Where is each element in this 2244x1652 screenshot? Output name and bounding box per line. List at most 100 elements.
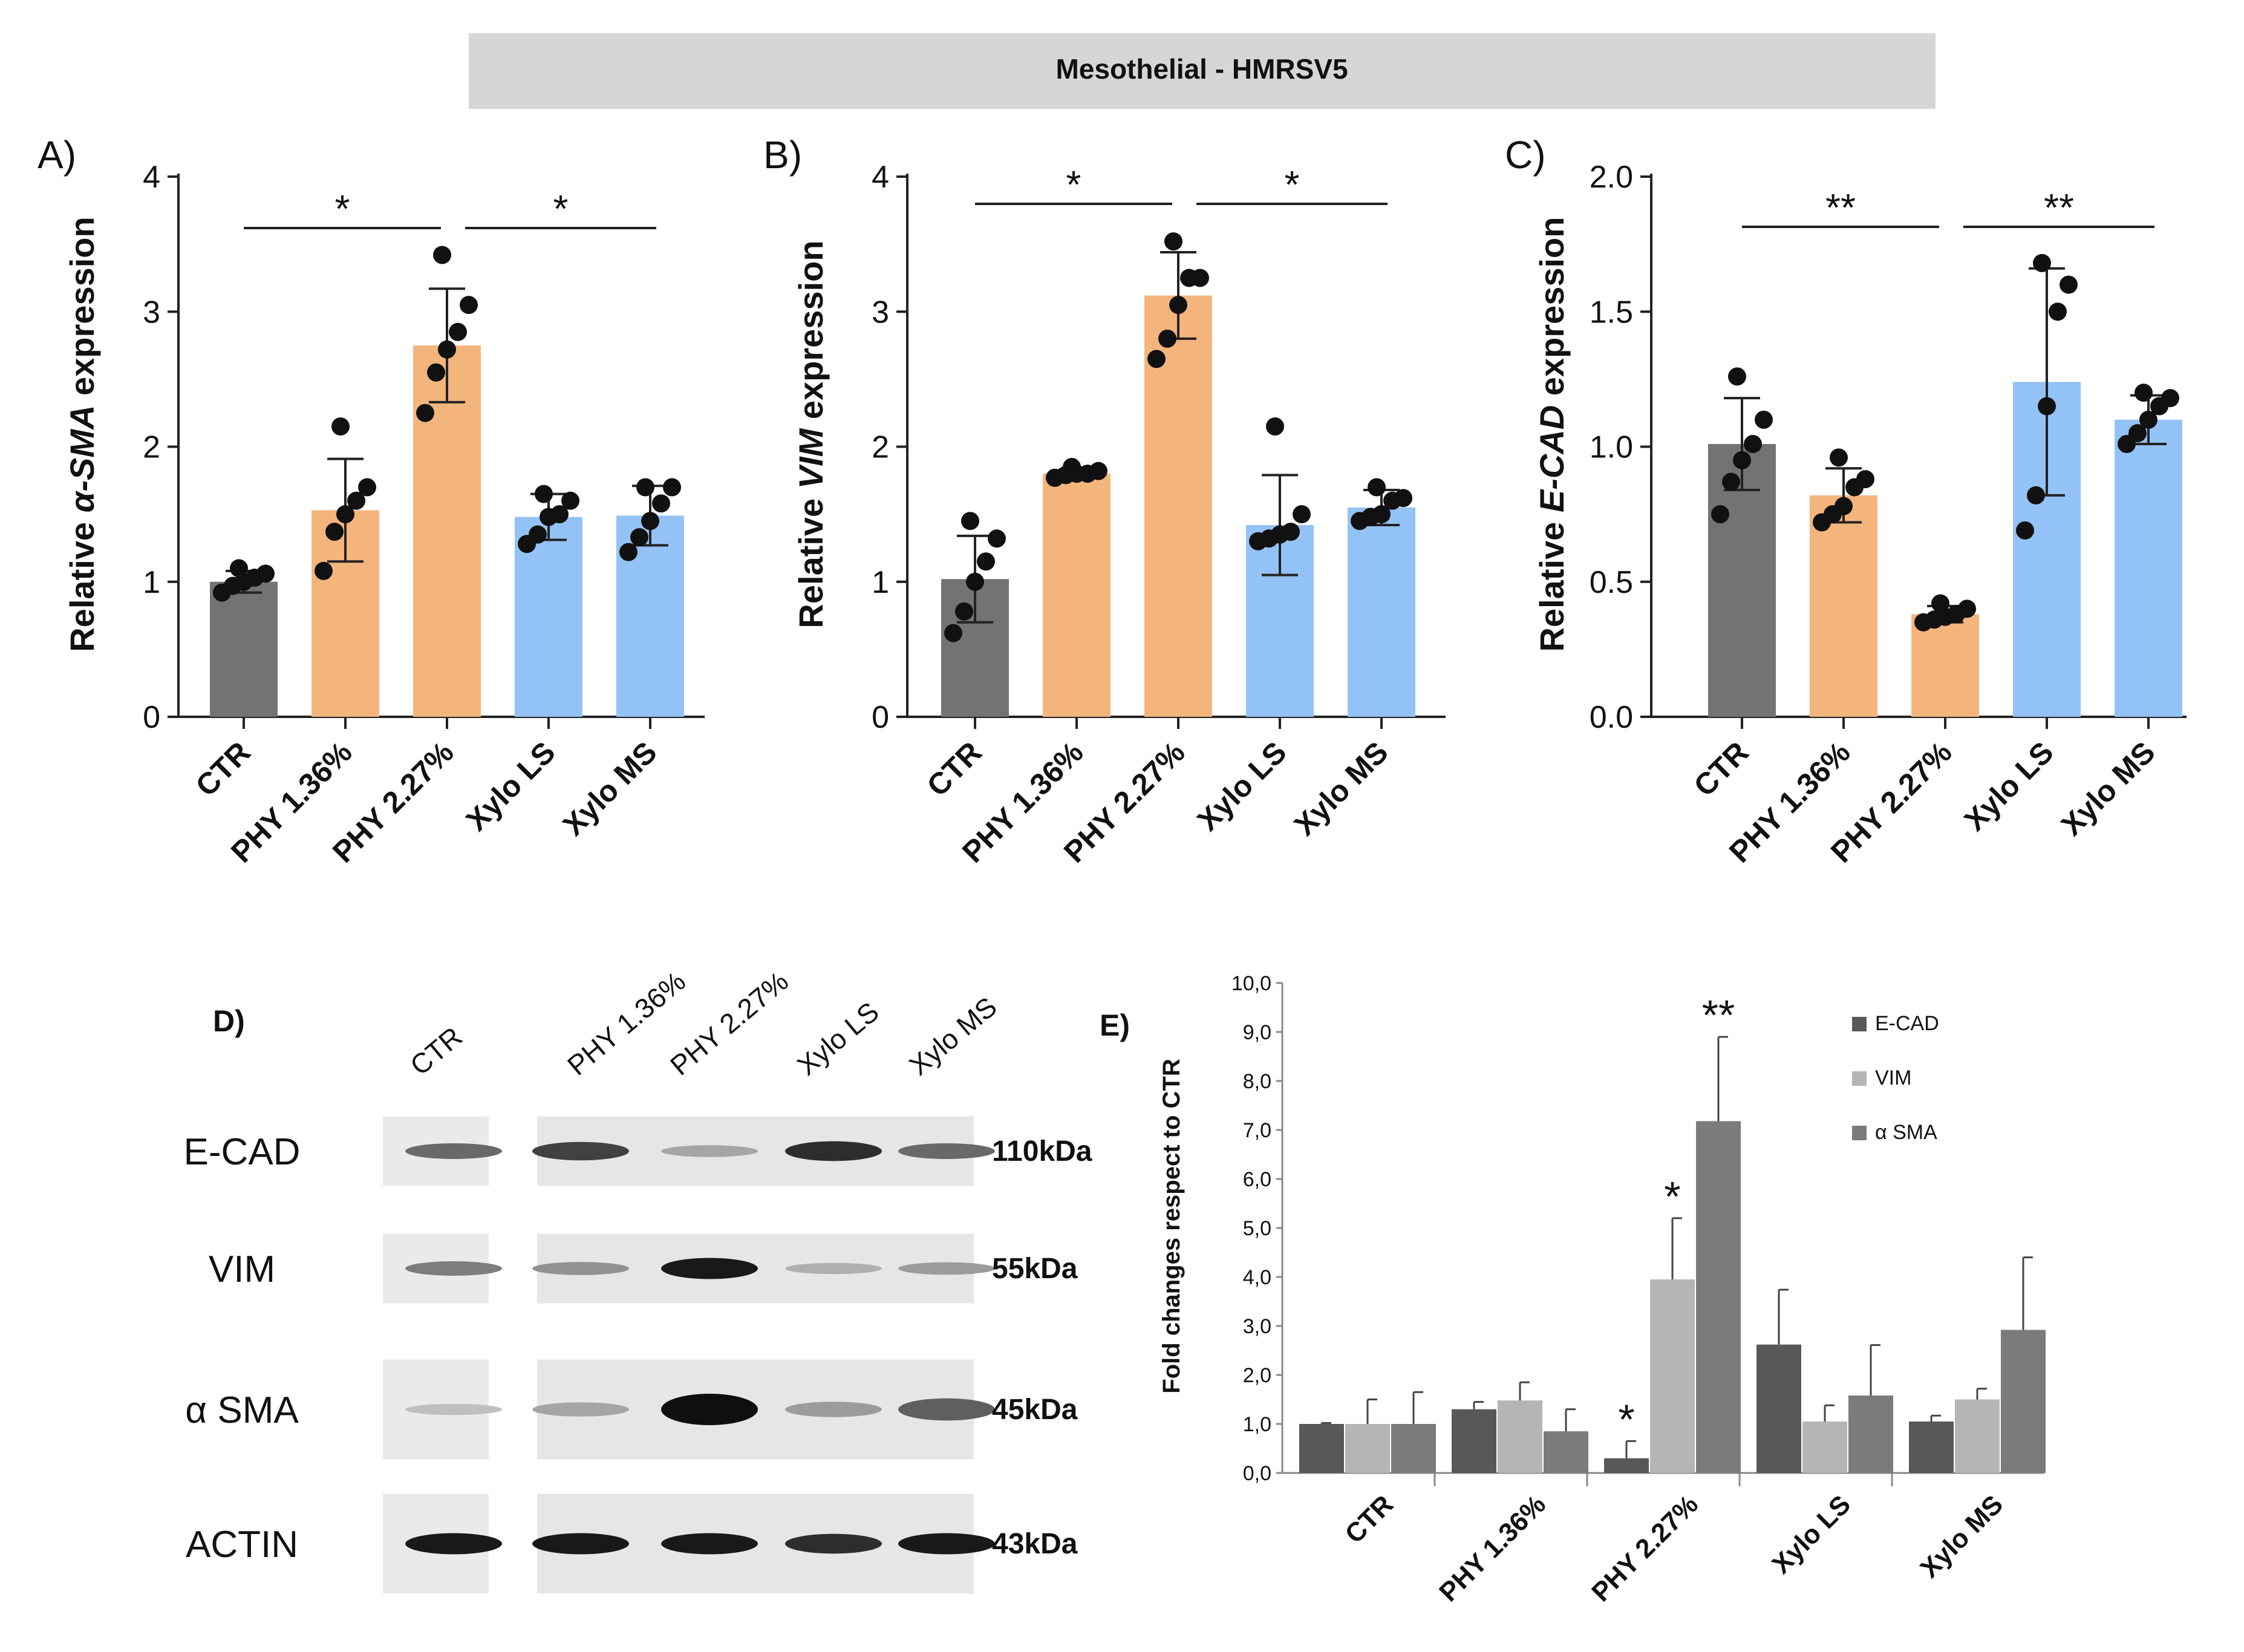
data-point	[652, 494, 670, 513]
bar-sma-phy-2-27	[1696, 1121, 1741, 1473]
bar-e-cad-xylo-ls	[1756, 1344, 1801, 1473]
blot-size-label: 110kDa	[992, 1135, 1092, 1167]
data-point	[460, 296, 478, 315]
y-tick-label: 3,0	[1243, 1315, 1271, 1338]
data-point	[944, 624, 962, 642]
bar-vim-phy-2-27	[1650, 1279, 1695, 1473]
data-point	[1191, 269, 1209, 287]
data-point	[1958, 599, 1976, 618]
bar-ctr	[210, 581, 278, 717]
legend-swatch-e-cad	[1852, 1017, 1867, 1031]
y-tick-label: 0	[143, 700, 160, 735]
blot-protein-label: α SMA	[185, 1389, 299, 1431]
bar-sma-xylo-ms	[2001, 1330, 2046, 1473]
blot-band-actin-ctr	[405, 1533, 502, 1555]
panel-label-a: A)	[38, 133, 76, 177]
x-tick-label: Xylo LS	[460, 735, 562, 837]
blot-band-e-cad-ctr	[405, 1143, 502, 1160]
blot-band-vim-xylo-ls	[785, 1262, 882, 1275]
data-point	[449, 322, 467, 341]
y-tick-label: 2	[143, 430, 160, 465]
data-point	[1931, 594, 1949, 613]
data-point	[416, 403, 434, 422]
bar-xylo-ms	[1348, 507, 1415, 717]
panel-label-b: B)	[763, 133, 802, 177]
significance-marker: *	[553, 187, 569, 230]
bar-xylo-ms	[2115, 419, 2182, 717]
x-tick-label: Xylo LS	[1191, 735, 1293, 837]
data-point	[2139, 410, 2158, 429]
y-tick-label: 1	[872, 565, 889, 600]
bar-phy-1-36	[1810, 495, 1877, 717]
data-point	[1733, 451, 1751, 469]
blot-band-actin-xylo-ms	[898, 1533, 995, 1555]
significance-marker: *	[1285, 163, 1300, 206]
data-point	[256, 564, 275, 583]
panel-label-e: E)	[1100, 1008, 1130, 1042]
y-tick-label: 3	[143, 295, 160, 330]
significance-marker: *	[1664, 1173, 1680, 1220]
bar-e-cad-phy-1-36	[1452, 1409, 1496, 1473]
data-point	[1755, 410, 1773, 429]
blot-band-sma-phy-2-27	[661, 1394, 758, 1425]
data-point	[1293, 505, 1311, 524]
data-point	[529, 525, 547, 544]
y-tick-label: 2.0	[1590, 160, 1633, 195]
y-tick-label: 4	[872, 160, 889, 195]
chart-fold-changes: Fold changes respect to CTR 0,0 1,0 2,0 3,0…	[1158, 972, 2046, 1607]
significance-marker: *	[1618, 1396, 1634, 1443]
bar-e-cad-ctr	[1299, 1424, 1344, 1473]
blot-band-e-cad-phy-1-36	[532, 1141, 629, 1161]
blot-lane-label: Xylo MS	[903, 991, 1003, 1082]
y-tick-label: 2	[872, 430, 889, 465]
y-axis-label-fold-changes: Fold changes respect to CTR	[1158, 1059, 1185, 1394]
y-tick-label: 1,0	[1243, 1413, 1271, 1436]
significance-marker: **	[1825, 186, 1856, 229]
data-point	[1368, 478, 1386, 497]
data-point	[2027, 486, 2045, 504]
data-point	[1372, 505, 1391, 524]
blot-band-vim-phy-1-36	[532, 1262, 629, 1275]
y-axis-label-alpha-sma: Relative α-SMA expression	[63, 217, 101, 651]
y-tick-label: 4	[143, 160, 160, 195]
data-point	[988, 529, 1006, 548]
data-point	[2033, 253, 2051, 272]
x-tick-label: Xylo MS	[1288, 735, 1395, 842]
y-tick-label: 10,0	[1231, 972, 1271, 995]
blot-band-vim-xylo-ms	[898, 1262, 995, 1275]
legend-swatch-sma	[1852, 1126, 1867, 1140]
y-tick-label: 0	[872, 700, 889, 735]
header-title: Mesothelial - HMRSV5	[1055, 53, 1348, 85]
data-point	[358, 478, 376, 497]
bar-sma-phy-1-36	[1544, 1431, 1588, 1473]
data-point	[2060, 275, 2078, 294]
y-axis-label-ecad: Relative E-CAD expression	[1533, 217, 1571, 652]
y-tick-label: 3	[872, 295, 889, 330]
data-point	[641, 512, 659, 531]
y-tick-label: 8,0	[1243, 1070, 1271, 1093]
x-tick-label: CTR	[921, 735, 988, 803]
blot-band-actin-phy-2-27	[661, 1533, 758, 1555]
data-point	[2128, 424, 2147, 443]
x-tick-label: Xylo MS	[556, 735, 664, 842]
y-tick-label: 1	[143, 565, 160, 600]
data-point	[325, 523, 344, 541]
data-point	[433, 246, 451, 264]
data-point	[966, 572, 984, 591]
data-point	[1089, 462, 1107, 480]
blot-lane-label: Xylo LS	[791, 996, 885, 1082]
data-point	[1147, 350, 1166, 368]
data-point	[230, 559, 248, 578]
data-point	[1266, 417, 1284, 436]
y-tick-label: 0.5	[1590, 565, 1633, 600]
panel-label-d: D)	[213, 1004, 245, 1038]
data-point	[1835, 497, 1853, 515]
legend-label: VIM	[1875, 1066, 1911, 1089]
data-point	[636, 478, 654, 497]
blot-band-vim-ctr	[405, 1261, 502, 1276]
significance-marker: **	[2044, 186, 2074, 229]
western-blot: CTR PHY 1.36%PHY 2.27%Xylo LS Xylo MSE-CAD…	[184, 965, 1092, 1594]
panel-label-c: C)	[1505, 133, 1546, 177]
